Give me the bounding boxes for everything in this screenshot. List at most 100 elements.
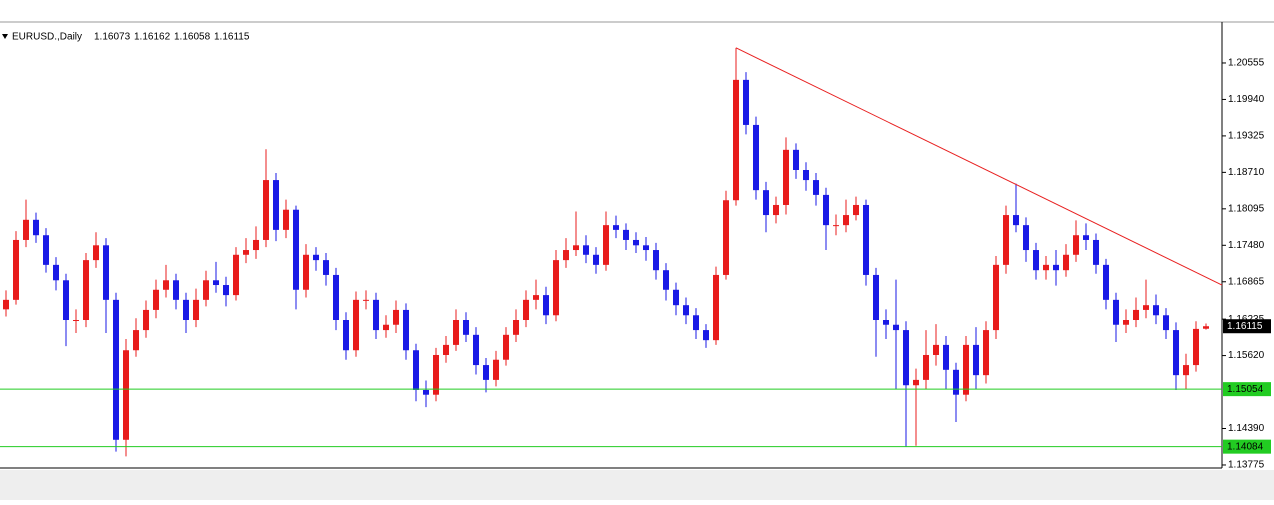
candle-body xyxy=(583,245,589,255)
candle-body xyxy=(813,180,819,195)
candle-body xyxy=(733,79,739,201)
candle-body xyxy=(253,239,259,251)
candle-body xyxy=(293,209,299,290)
candle-body xyxy=(3,299,9,310)
candle-body xyxy=(153,289,159,310)
candle-body xyxy=(983,330,989,376)
candle-body xyxy=(1203,326,1209,329)
header-open: 1.16073 xyxy=(94,32,131,43)
candle-body xyxy=(63,280,69,321)
candle-body xyxy=(1073,235,1079,255)
candle-body xyxy=(883,320,889,325)
candle-body xyxy=(1053,264,1059,271)
candle-body xyxy=(603,225,609,265)
candle-body xyxy=(913,379,919,386)
candle-body xyxy=(853,204,859,216)
candle-body xyxy=(723,200,729,275)
candle-body xyxy=(183,299,189,321)
candle-body xyxy=(763,190,769,216)
candle-body xyxy=(943,344,949,370)
candle-body xyxy=(793,149,799,170)
candle-body xyxy=(1003,215,1009,265)
candle-body xyxy=(873,274,879,321)
candle-body xyxy=(1083,235,1089,240)
candle-body xyxy=(313,254,319,261)
candle-body xyxy=(1043,264,1049,271)
candle-body xyxy=(1113,299,1119,325)
candle-body xyxy=(1093,239,1099,265)
candle-body xyxy=(623,229,629,240)
price-label-box xyxy=(1223,319,1271,334)
date-strip xyxy=(0,470,1274,500)
candle-body xyxy=(213,280,219,286)
candle-body xyxy=(463,320,469,335)
candle-body xyxy=(1023,225,1029,251)
y-tick-label: 1.18095 xyxy=(1228,203,1265,214)
candle-body xyxy=(1133,309,1139,321)
candle-body xyxy=(1193,328,1199,366)
candle-body xyxy=(23,219,29,240)
candle-body xyxy=(923,354,929,380)
candle-body xyxy=(993,264,999,331)
chart-title: EURUSD.,Daily xyxy=(12,32,82,43)
candle-body xyxy=(973,344,979,376)
candle-body xyxy=(453,320,459,345)
candle-body xyxy=(1143,305,1149,310)
candle-body xyxy=(553,260,559,316)
candle-body xyxy=(233,254,239,296)
candle-body xyxy=(773,204,779,216)
candle-body xyxy=(653,250,659,271)
candle-body xyxy=(93,245,99,261)
candle-body xyxy=(493,359,499,380)
candle-body xyxy=(753,124,759,191)
header-arrow xyxy=(2,34,8,39)
candle-body xyxy=(483,365,489,380)
candle-body xyxy=(963,344,969,395)
candle-body xyxy=(543,295,549,316)
candle-body xyxy=(523,299,529,321)
level-label-box xyxy=(1223,439,1271,454)
candle-body xyxy=(373,299,379,331)
candle-body xyxy=(413,350,419,390)
candle-body xyxy=(83,260,89,321)
candle-body xyxy=(263,180,269,240)
candle-body xyxy=(573,245,579,251)
candle-body xyxy=(223,285,229,296)
candle-body xyxy=(403,309,409,351)
candle-body xyxy=(133,330,139,351)
candle-body xyxy=(443,344,449,355)
candle-body xyxy=(863,204,869,275)
level-label-box xyxy=(1223,382,1271,397)
candle-body xyxy=(1173,330,1179,376)
candle-body xyxy=(173,280,179,300)
candle-body xyxy=(123,350,129,440)
candle-body xyxy=(843,215,849,226)
header-low: 1.16058 xyxy=(174,32,211,43)
candle-body xyxy=(953,369,959,395)
header-close: 1.16115 xyxy=(214,32,250,43)
candle-body xyxy=(783,149,789,205)
candle-body xyxy=(43,235,49,265)
candle-body xyxy=(1063,254,1069,271)
candle-body xyxy=(163,280,169,290)
candle-body xyxy=(73,320,79,322)
candle-body xyxy=(563,250,569,261)
candle-body xyxy=(823,194,829,226)
candle-body xyxy=(1033,250,1039,271)
y-tick-label: 1.18710 xyxy=(1228,167,1265,178)
candle-body xyxy=(353,299,359,351)
candle-body xyxy=(323,260,329,275)
candle-body xyxy=(273,180,279,230)
candle-body xyxy=(1013,215,1019,226)
price-label: 1.16115 xyxy=(1227,321,1263,332)
candle-body xyxy=(243,250,249,255)
candle-body xyxy=(1123,320,1129,325)
candle-body xyxy=(203,280,209,300)
y-tick-label: 1.16865 xyxy=(1228,276,1265,287)
candle-body xyxy=(193,299,199,321)
y-tick-label: 1.14390 xyxy=(1228,423,1265,434)
candle-body xyxy=(143,309,149,331)
candle-body xyxy=(673,289,679,306)
